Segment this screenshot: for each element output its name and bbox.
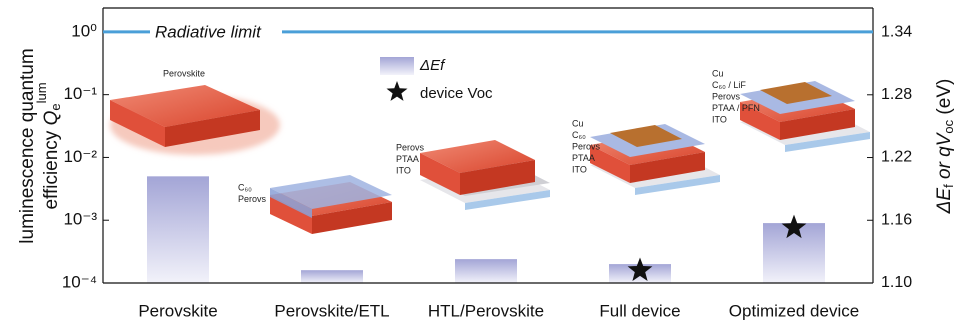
y-tick-label: 10⁻² — [63, 147, 97, 166]
stack-label: C₆₀ — [238, 182, 252, 192]
star-marker — [627, 257, 653, 281]
y-tick-label: 10⁻³ — [63, 210, 97, 229]
y-axis-label: luminescence quantum — [17, 48, 38, 243]
reference-label: Radiative limit — [155, 22, 262, 41]
y2-tick-label: 1.22 — [881, 149, 912, 166]
x-tick-label: Optimized device — [729, 301, 859, 320]
stack-label: Perovs — [572, 141, 601, 151]
y-tick-label: 10⁰ — [71, 21, 97, 40]
bar — [147, 176, 209, 283]
x-tick-label: HTL/Perovskite — [428, 301, 544, 320]
stack-label: Perovs — [238, 194, 267, 204]
x-tick-label: Full device — [599, 301, 680, 320]
x-tick-label: Perovskite/ETL — [274, 301, 389, 320]
y-axis-label: efficiency Qelum — [34, 82, 63, 209]
stack-label: ITO — [572, 164, 587, 174]
stack-illustrations — [110, 81, 870, 234]
y2-tick-label: 1.28 — [881, 86, 912, 103]
stack-label: Cu — [572, 118, 584, 128]
bar — [763, 223, 825, 283]
stack-label: C₆₀ / LiF — [712, 80, 746, 90]
y2-tick-label: 1.10 — [881, 274, 912, 291]
stack-label: Perovs — [712, 91, 741, 101]
legend-star — [386, 81, 408, 101]
legend-label: ΔEf — [419, 57, 446, 74]
stack-label: Perovs — [396, 142, 425, 152]
bar — [301, 270, 363, 283]
stack-label: PTAA — [572, 153, 595, 163]
y2-tick-label: 1.34 — [881, 23, 912, 40]
stack-label: Cu — [712, 68, 724, 78]
y2-tick-label: 1.16 — [881, 211, 912, 228]
legend-swatch — [380, 57, 414, 75]
bar — [455, 259, 517, 283]
x-tick-label: Perovskite — [138, 301, 217, 320]
legend-label: device Voc — [420, 85, 493, 102]
stack-label: PTAA / PFN — [712, 103, 760, 113]
y2-axis-label: ΔEf or qVoc (eV) — [934, 79, 956, 215]
stack-label: ITO — [712, 114, 727, 124]
y-tick-label: 10⁻¹ — [63, 84, 97, 103]
stack-label: C₆₀ — [572, 130, 586, 140]
star-marker — [781, 214, 807, 239]
stack-label: Perovskite — [163, 68, 205, 78]
stack-label: PTAA — [396, 154, 419, 164]
stack-label: ITO — [396, 165, 411, 175]
y-tick-label: 10⁻⁴ — [62, 272, 97, 291]
